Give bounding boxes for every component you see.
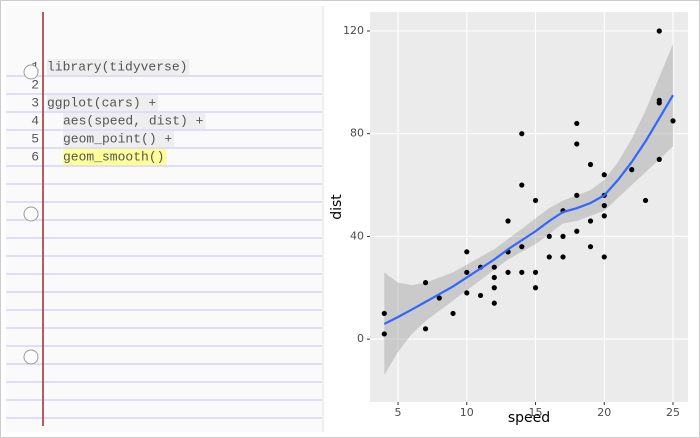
x-axis-title: speed (508, 410, 550, 426)
point (601, 254, 607, 260)
point (670, 118, 676, 124)
point (491, 300, 497, 306)
point (422, 326, 429, 332)
smooth-line (383, 94, 674, 325)
code-line: geom_smooth() (63, 149, 164, 164)
line-number: 6 (31, 149, 39, 164)
point (546, 233, 552, 239)
point (560, 233, 566, 239)
y-tick-label: 0 (357, 332, 364, 345)
code-line: aes(speed, dist) + (63, 113, 204, 128)
paper-lines (6, 75, 322, 419)
code-highlight (63, 113, 206, 129)
code-highlight (63, 131, 175, 147)
x-tick-label: 10 (460, 406, 474, 419)
y-tick-label: 80 (350, 127, 364, 140)
hole (23, 349, 39, 365)
line-number: 2 (31, 77, 39, 92)
code-highlight (47, 95, 159, 111)
point (436, 295, 442, 301)
point (491, 264, 497, 270)
point (519, 244, 525, 250)
point (505, 218, 511, 224)
point (505, 269, 511, 275)
hole (23, 64, 39, 80)
point (656, 156, 662, 162)
point (574, 141, 580, 147)
x-tick-label: 25 (666, 406, 680, 419)
point (546, 254, 552, 260)
line-number: 3 (31, 95, 39, 110)
point (477, 292, 484, 299)
point (574, 120, 580, 127)
code-highlight (63, 149, 167, 165)
y-axis-title: dist (329, 194, 345, 220)
point (532, 285, 539, 291)
point (601, 172, 607, 178)
point (450, 310, 456, 317)
point (587, 218, 594, 224)
y-tick-label: 40 (350, 229, 364, 242)
point (491, 285, 497, 291)
point (629, 167, 635, 173)
point (574, 228, 580, 234)
point (464, 269, 470, 275)
x-tick-label: 15 (529, 406, 543, 419)
point (491, 274, 497, 281)
point (464, 290, 470, 296)
point (381, 310, 387, 317)
paper (6, 6, 322, 432)
point (519, 131, 525, 137)
line-number: 4 (31, 113, 39, 128)
point (464, 249, 470, 255)
line-number: 5 (31, 131, 39, 146)
plot (367, 12, 688, 405)
point (519, 269, 525, 275)
confidence-band (384, 43, 674, 376)
code-line: ggplot(cars) + (47, 95, 156, 110)
point (601, 213, 607, 219)
code-highlight (47, 59, 190, 75)
point (587, 161, 594, 168)
hole (23, 206, 39, 222)
point (532, 197, 539, 204)
point (519, 182, 525, 188)
point (574, 192, 580, 198)
point (656, 97, 662, 103)
point (601, 202, 607, 209)
x-tick-label: 5 (395, 406, 402, 419)
code-line: library(tidyverse) (47, 59, 187, 74)
point (560, 254, 566, 260)
x-tick-label: 20 (597, 406, 611, 419)
y-tick-label: 120 (343, 24, 364, 37)
point (656, 28, 662, 34)
point (587, 244, 594, 250)
point (532, 269, 539, 275)
point (422, 280, 429, 286)
point (381, 331, 387, 337)
panel (370, 12, 688, 402)
code-line: geom_point() + (63, 131, 172, 146)
point (642, 197, 649, 204)
